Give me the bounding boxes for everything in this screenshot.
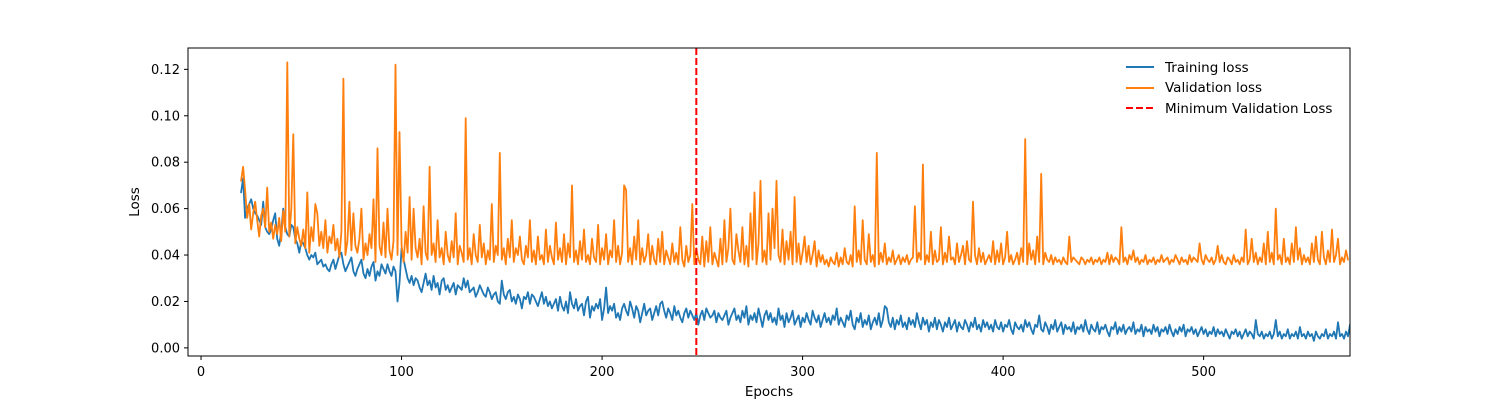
y-tick-label: 0.10 (151, 109, 180, 124)
x-tick-label: 500 (1191, 365, 1216, 380)
x-axis-label: Epochs (745, 384, 793, 400)
x-tick-label: 100 (389, 365, 414, 380)
x-tick-label: 0 (197, 365, 205, 380)
tick-layer: 0 100 200 300 400 500 0.00 0.02 0.04 0.06 0.08 0.10… (151, 63, 1216, 380)
y-tick-label: 0.00 (151, 341, 180, 356)
series-line-training-loss (240, 177, 1350, 342)
legend-label-validation: Validation loss (1165, 80, 1262, 96)
legend-label-minimum-validation-loss: Minimum Validation Loss (1165, 101, 1332, 117)
series-line-validation-loss (240, 61, 1349, 268)
legend-label-training: Training loss (1164, 60, 1249, 76)
y-tick-label: 0.12 (151, 63, 180, 78)
y-tick-label: 0.02 (151, 295, 180, 310)
legend: Training loss Validation loss Minimum Va… (1126, 60, 1332, 117)
plot-area-frame (187, 47, 1351, 357)
y-axis-label: Loss (127, 187, 143, 217)
series-layer (240, 61, 1350, 342)
x-tick-label: 200 (590, 365, 615, 380)
x-tick-label: 300 (790, 365, 815, 380)
y-tick-label: 0.06 (151, 202, 180, 217)
x-tick-label: 400 (991, 365, 1016, 380)
y-tick-label: 0.04 (151, 249, 180, 264)
y-tick-label: 0.08 (151, 156, 180, 171)
